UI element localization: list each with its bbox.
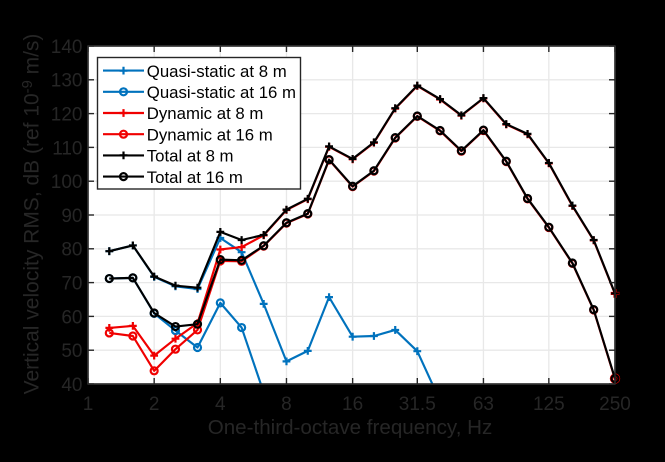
svg-text:Quasi-static at 8 m: Quasi-static at 8 m	[147, 62, 287, 81]
svg-text:One-third-octave frequency, Hz: One-third-octave frequency, Hz	[208, 416, 493, 439]
svg-text:31.5: 31.5	[399, 394, 436, 415]
svg-text:4: 4	[215, 394, 226, 415]
svg-text:1: 1	[83, 394, 94, 415]
svg-text:120: 120	[51, 105, 83, 126]
svg-text:2: 2	[149, 394, 160, 415]
svg-text:250: 250	[599, 394, 631, 415]
svg-text:40: 40	[61, 375, 82, 396]
svg-text:125: 125	[533, 394, 565, 415]
svg-text:8: 8	[281, 394, 292, 415]
svg-text:63: 63	[473, 394, 494, 415]
svg-text:60: 60	[61, 307, 82, 328]
svg-text:50: 50	[61, 341, 82, 362]
svg-text:Vertical velocity RMS, dB (ref: Vertical velocity RMS, dB (ref 10-9 m/s)	[20, 34, 44, 395]
svg-text:100: 100	[51, 172, 83, 193]
svg-text:Total at 16 m: Total at 16 m	[147, 168, 243, 187]
svg-text:16: 16	[342, 394, 363, 415]
svg-text:Dynamic at 8 m: Dynamic at 8 m	[147, 104, 264, 123]
svg-text:80: 80	[61, 240, 82, 261]
svg-text:110: 110	[52, 138, 82, 159]
svg-text:Quasi-static at 16 m: Quasi-static at 16 m	[147, 83, 296, 102]
svg-text:90: 90	[61, 206, 82, 227]
svg-text:130: 130	[51, 71, 83, 92]
svg-text:Total at 8 m: Total at 8 m	[147, 147, 234, 166]
svg-text:Dynamic at 16 m: Dynamic at 16 m	[147, 125, 273, 144]
svg-text:140: 140	[51, 37, 83, 58]
svg-text:70: 70	[61, 274, 82, 295]
